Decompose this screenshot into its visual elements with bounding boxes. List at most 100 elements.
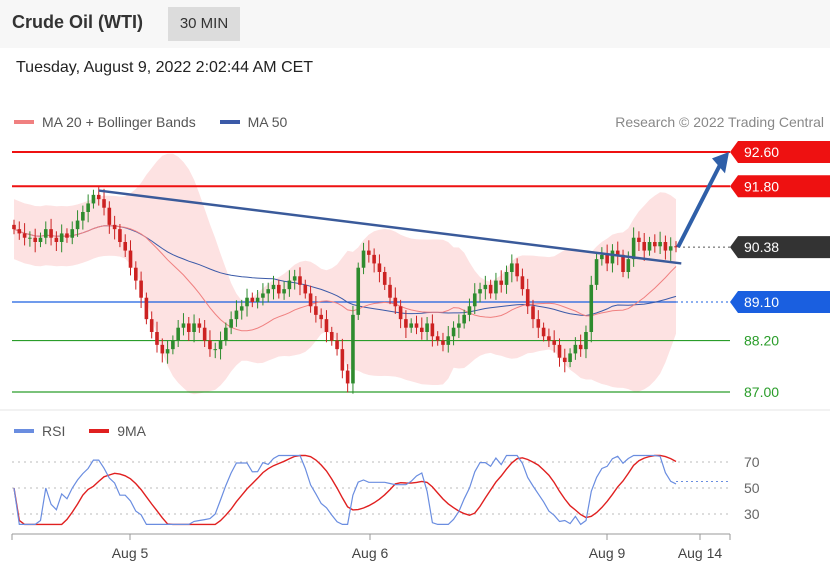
candle-body	[467, 306, 472, 315]
candle-body	[17, 229, 22, 234]
candle-body	[494, 280, 498, 294]
rsi-ma-swatch	[89, 429, 110, 434]
candle-body	[425, 323, 429, 332]
candle-body	[59, 233, 64, 242]
candle-body	[176, 327, 180, 341]
candle-body	[610, 250, 615, 264]
research-credit: Research © 2022 Trading Central	[615, 114, 824, 130]
candle-body	[224, 327, 228, 341]
legend-item-rsi-ma: 9MA	[89, 423, 146, 439]
x-tick-label-2: Aug 9	[589, 545, 626, 561]
legend-item-ma20: MA 20 + Bollinger Bands	[14, 114, 196, 130]
candle-body	[43, 229, 48, 238]
bollinger-bands	[14, 153, 676, 395]
candle-body	[441, 340, 445, 345]
candle-body	[478, 289, 482, 294]
candle-body	[308, 293, 313, 307]
candle-body	[414, 323, 419, 328]
candle-body	[435, 336, 440, 341]
candle-body	[626, 259, 631, 272]
candle-body	[197, 323, 202, 328]
x-tick-label-1: Aug 6	[352, 545, 389, 561]
rsi-legend: RSI 9MA	[14, 423, 166, 439]
candle-body	[504, 272, 509, 285]
level-label-4: 88.20	[744, 333, 779, 349]
candle-body	[356, 267, 361, 315]
candle-body	[218, 340, 223, 350]
rsi-level-label-1: 50	[744, 480, 760, 496]
price-legend: MA 20 + Bollinger Bands MA 50	[14, 114, 307, 130]
candle-body	[102, 199, 106, 208]
candle-body	[49, 229, 53, 238]
level-tag-1	[730, 175, 830, 198]
ma20-swatch	[14, 120, 34, 125]
timeframe-button[interactable]: 30 MIN	[168, 7, 240, 41]
level-label-0: 92.60	[744, 144, 779, 160]
candle-body	[292, 276, 297, 281]
candle-body	[674, 246, 678, 248]
candle-body	[589, 284, 594, 332]
chart-header: Crude Oil (WTI) 30 MIN	[0, 0, 830, 48]
candle-body	[499, 280, 504, 285]
candle-body	[541, 327, 546, 337]
candle-body	[419, 327, 424, 332]
rsi-level-label-0: 70	[744, 454, 760, 470]
candle-body	[96, 194, 101, 200]
candle-body	[107, 207, 112, 225]
level-tag-3	[730, 291, 830, 313]
candle-body	[186, 323, 191, 332]
candle-body	[600, 254, 604, 260]
rsi-ma-line	[13, 454, 677, 526]
level-label-2: 90.38	[744, 239, 779, 255]
candle-body	[472, 293, 477, 307]
legend-item-rsi: RSI	[14, 423, 65, 439]
candle-body	[457, 323, 461, 328]
candle-body	[239, 306, 244, 311]
level-tag-2	[730, 236, 830, 259]
chart-datetime: Tuesday, August 9, 2022 2:02:44 AM CET	[16, 59, 314, 76]
candle-body	[144, 297, 149, 320]
candle-body	[134, 267, 138, 281]
candle-body	[361, 250, 366, 268]
candle-body	[314, 306, 318, 315]
candle-body	[192, 323, 196, 332]
candle-body	[335, 340, 339, 350]
candle-body	[139, 280, 143, 298]
candle-body	[637, 237, 641, 242]
candle-body	[12, 224, 16, 230]
candle-body	[605, 254, 609, 264]
legend-label-ma50: MA 50	[247, 114, 288, 130]
candle-body	[54, 237, 59, 242]
candle-body	[462, 314, 466, 324]
candle-body	[33, 237, 37, 242]
candle-body	[351, 314, 355, 384]
candle-body	[584, 332, 588, 350]
candle-body	[393, 297, 398, 307]
instrument-title: Crude Oil (WTI)	[12, 12, 143, 32]
candle-body	[208, 340, 212, 350]
candle-body	[668, 246, 673, 251]
candle-body	[75, 220, 80, 230]
legend-label-ma20: MA 20 + Bollinger Bands	[42, 114, 196, 130]
candle-body	[557, 344, 562, 358]
candle-body	[573, 344, 578, 354]
candle-body	[255, 297, 260, 302]
level-label-3: 89.10	[744, 294, 779, 310]
candle-body	[488, 284, 493, 294]
candle-body	[165, 349, 170, 354]
candle-body	[81, 212, 85, 221]
candle-body	[562, 357, 567, 362]
candle-body	[647, 242, 652, 251]
legend-label-rsi: RSI	[42, 423, 66, 439]
candle-body	[229, 319, 233, 328]
candle-body	[160, 344, 165, 354]
candle-body	[128, 250, 133, 268]
candle-body	[520, 276, 525, 290]
forecast-arrowhead	[712, 152, 729, 174]
candle-body	[28, 237, 32, 239]
legend-item-ma50: MA 50	[219, 114, 288, 130]
candle-body	[261, 293, 265, 298]
candle-body	[202, 327, 207, 341]
candle-body	[568, 353, 572, 362]
